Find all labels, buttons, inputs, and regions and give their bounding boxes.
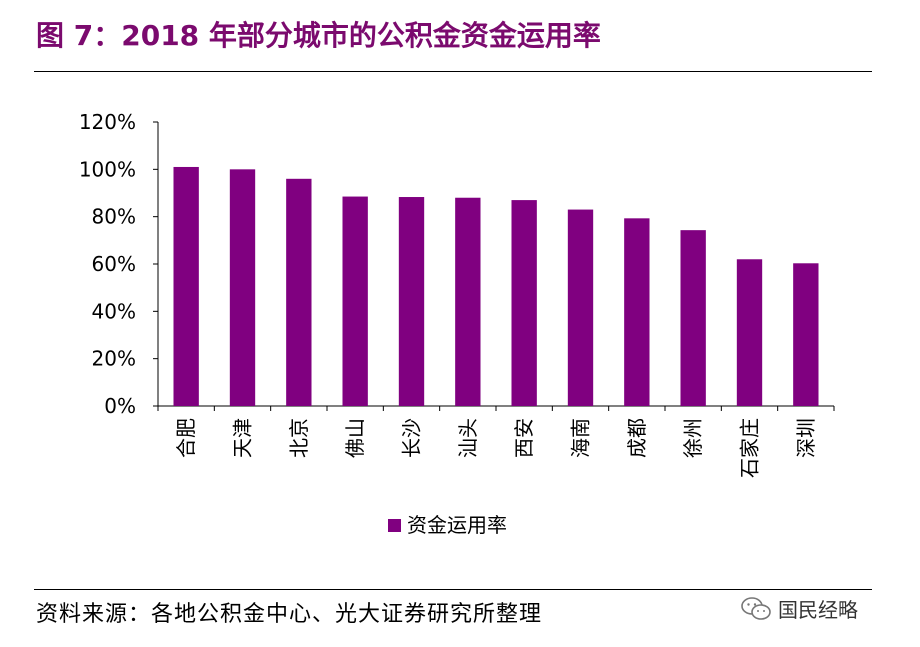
source-note: 资料来源：各地公积金中心、光大证券研究所整理 <box>36 602 543 627</box>
legend-label: 资金运用率 <box>407 513 507 537</box>
bar <box>624 218 650 406</box>
bar <box>455 197 481 406</box>
wechat-icon <box>741 596 771 620</box>
top-divider <box>34 71 872 72</box>
x-tick-label: 成都 <box>625 418 649 458</box>
bar <box>286 178 312 406</box>
y-tick-label: 80% <box>92 205 136 229</box>
bar <box>567 209 594 406</box>
bar <box>511 200 537 406</box>
bar <box>736 259 763 406</box>
bar <box>173 166 199 406</box>
y-tick-label: 20% <box>92 347 136 371</box>
y-tick-label: 40% <box>92 299 136 323</box>
legend-swatch <box>388 519 401 532</box>
bar <box>229 169 256 406</box>
x-tick-label: 天津 <box>231 418 255 458</box>
x-tick-label: 深圳 <box>794 418 818 458</box>
bar <box>398 197 425 406</box>
x-tick-label: 北京 <box>287 418 311 458</box>
x-tick-label: 长沙 <box>400 418 424 458</box>
x-tick-label: 徐州 <box>681 418 705 458</box>
bar <box>793 263 819 406</box>
y-tick-label: 120% <box>79 110 136 134</box>
y-tick-label: 100% <box>79 157 136 181</box>
watermark: 国民经略 <box>740 594 858 623</box>
x-tick-label: 佛山 <box>343 418 367 458</box>
x-tick-label: 石家庄 <box>738 418 762 478</box>
x-tick-label: 合肥 <box>174 418 198 458</box>
watermark-label: 国民经略 <box>778 598 858 622</box>
x-tick-label: 海南 <box>569 418 593 458</box>
y-tick-label: 0% <box>104 394 136 418</box>
bottom-divider <box>34 589 872 590</box>
bar <box>680 230 706 406</box>
x-tick-label: 汕头 <box>456 418 480 458</box>
page-title: 图 7：2018 年部分城市的公积金资金运用率 <box>36 19 601 52</box>
bar <box>342 196 368 406</box>
y-tick-label: 60% <box>92 252 136 276</box>
x-tick-label: 西安 <box>512 418 536 458</box>
bar-chart: 0% 20% 40% 60% 80% 100% 120% 合肥 天津 北京 佛山 长沙 汕头 西安 海南 成都… <box>79 110 835 537</box>
